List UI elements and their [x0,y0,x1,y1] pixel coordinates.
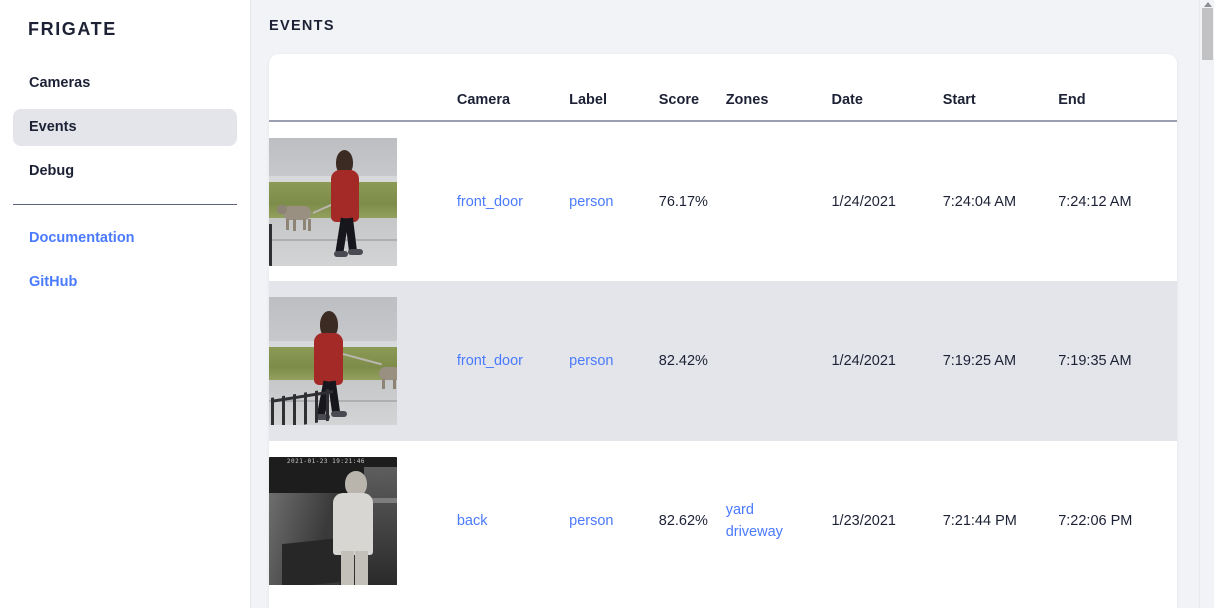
app-brand-title: FRIGATE [28,19,117,39]
person-figure [331,471,379,585]
column-header-camera: Camera [456,54,570,122]
event-end-cell: 7:19:35 AM [1058,281,1177,441]
table-row[interactable]: 2021-01-23 19:21:46 back person 82.62% y… [269,441,1177,601]
event-thumbnail-image[interactable]: 2021-01-23 19:21:46 [269,457,397,585]
events-table-head: Camera Label Score Zones Date Start End [269,54,1177,122]
column-header-end: End [1058,54,1177,122]
sidebar: FRIGATE Cameras Events Debug Documentati… [0,0,251,608]
sidebar-item-cameras[interactable]: Cameras [29,75,91,91]
event-label-link[interactable]: person [569,353,614,369]
event-zones-cell [726,121,832,281]
event-label-cell: person [569,281,659,441]
event-camera-link[interactable]: front_door [456,353,523,369]
event-zone-link[interactable]: driveway [725,524,783,540]
event-end-cell: 7:22:06 PM [1058,513,1133,529]
event-thumbnail-image[interactable] [269,137,397,266]
events-table-header-row: Camera Label Score Zones Date Start End [269,54,1177,122]
event-date-cell: 1/24/2021 [831,281,943,441]
event-score-cell: 82.62% [658,513,708,529]
daytime-sidewalk-scene [269,137,397,266]
person-figure [309,311,355,420]
fence [269,223,279,266]
event-score-cell: 76.17% [658,193,708,210]
page-scrollbar[interactable] [1199,0,1214,608]
person-figure [326,149,370,257]
event-zone-link[interactable]: yard [725,501,754,518]
table-row[interactable]: front_door person 82.42% 1/24/2021 7:19:… [269,281,1177,441]
event-label-cell: person [569,441,659,601]
event-start-cell: 7:24:04 AM [942,193,1017,210]
dog-figure [379,365,397,391]
column-header-score: Score [658,54,726,122]
event-end-cell: 7:24:12 AM [1058,193,1132,210]
event-thumbnail-cell [269,121,457,281]
events-card: Camera Label Score Zones Date Start End [269,54,1177,608]
events-table-body: front_door person 76.17% 1/24/2021 7:24:… [269,121,1177,601]
event-camera-cell: back [457,441,569,601]
event-score-cell: 82.42% [658,281,726,441]
page-title: EVENTS [269,18,335,34]
column-header-date: Date [831,54,943,122]
event-label-cell: person [569,121,659,281]
sidebar-link-documentation[interactable]: Documentation [29,230,135,246]
sidebar-link-github[interactable]: GitHub [29,274,78,290]
event-zones-cell: yard driveway [726,441,832,601]
event-camera-cell: front_door [456,281,570,441]
daytime-sidewalk-scene [269,297,397,425]
event-date-cell: 1/24/2021 [831,193,896,210]
dog-figure [277,202,317,232]
event-thumbnail-image[interactable] [269,297,397,425]
scrollbar-thumb[interactable] [1202,8,1213,60]
camera-timestamp-overlay: 2021-01-23 19:21:46 [286,458,366,465]
event-zone-list: yard driveway [726,499,832,544]
event-date-cell: 1/23/2021 [831,513,896,529]
column-header-thumbnail [269,54,457,122]
event-camera-cell: front_door [457,121,569,281]
sidebar-external-links: Documentation GitHub [0,220,250,301]
column-header-start: Start [942,54,1059,122]
event-start-cell: 7:19:25 AM [942,281,1059,441]
event-camera-link[interactable]: back [456,513,488,529]
column-header-label: Label [569,54,659,122]
events-table: Camera Label Score Zones Date Start End [269,54,1177,601]
event-start-cell: 7:21:44 PM [942,513,1017,529]
event-thumbnail-cell: 2021-01-23 19:21:46 [269,441,457,601]
event-zones-cell [725,281,832,441]
sidebar-item-debug[interactable]: Debug [29,163,75,179]
sidebar-divider [13,204,237,205]
table-row[interactable]: front_door person 76.17% 1/24/2021 7:24:… [269,121,1177,281]
event-camera-link[interactable]: front_door [456,193,523,210]
event-thumbnail-cell [269,281,457,441]
scroll-up-arrow-icon[interactable] [1204,2,1212,7]
sidebar-nav: Cameras Events Debug [0,65,250,190]
night-infrared-scene: 2021-01-23 19:21:46 [269,457,397,585]
event-label-link[interactable]: person [569,193,614,210]
main-content: EVENTS Camera Label Score Zones Date Sta… [251,0,1214,608]
column-header-zones: Zones [725,54,832,122]
sidebar-item-events[interactable]: Events [13,109,237,146]
event-label-link[interactable]: person [569,513,614,529]
